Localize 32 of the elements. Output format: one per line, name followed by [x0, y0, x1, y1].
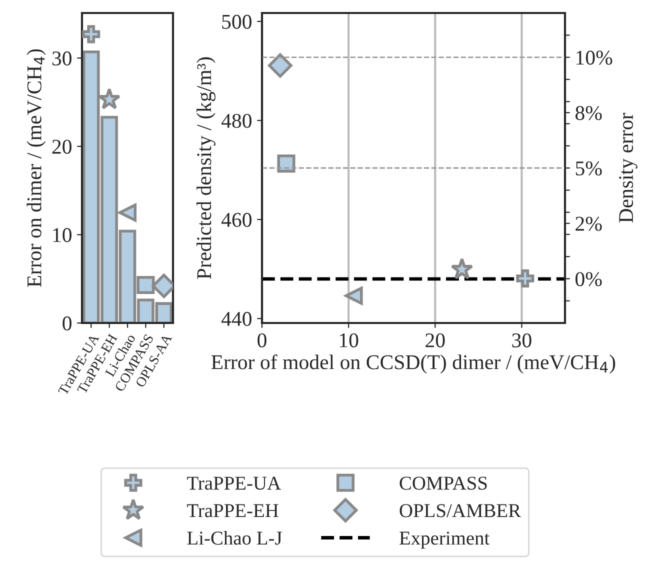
- point: [268, 53, 292, 78]
- y-tick-label: 460: [221, 212, 252, 227]
- x-tick-label: 0: [258, 333, 266, 348]
- legend-label: Li-Chao L-J: [187, 531, 282, 545]
- y-axis-title: Predicted density / (kg/m³): [196, 57, 216, 280]
- y-tick-label: 20: [52, 140, 72, 154]
- point: [277, 154, 296, 173]
- y-tick-label: 0: [62, 316, 72, 330]
- y2-tick-label: 5%: [576, 161, 602, 176]
- legend-label: TraPPE-EH: [187, 504, 278, 518]
- y-tick-label: 440: [221, 312, 252, 326]
- x-axis-title: Error of model on CCSD(T) dimer / (meV/CH$_{4}$): [211, 354, 616, 374]
- y2-tick-label: 8%: [576, 106, 602, 120]
- point: [344, 286, 363, 305]
- point: [450, 258, 474, 280]
- y-tick-label: 500: [222, 14, 252, 29]
- legend-label: OPLS/AMBER: [400, 504, 522, 518]
- y-tick-label: 480: [221, 114, 252, 128]
- x-tick-label: 10: [340, 333, 358, 348]
- y2-tick-label: 2%: [576, 216, 602, 231]
- x-tick-label: 30: [512, 333, 532, 348]
- y-axis-title: Error on dimer / (meV/CH$_{4}$): [26, 49, 46, 287]
- legend-label: TraPPE-UA: [187, 476, 281, 490]
- x-tick-label: 20: [426, 333, 445, 348]
- y2-axis-title: Density error: [619, 112, 638, 223]
- legend-label: COMPASS: [400, 476, 487, 490]
- legend-label: Experiment: [400, 532, 490, 549]
- y-tick-label: 10: [53, 228, 72, 242]
- y-tick-label: 30: [52, 51, 72, 66]
- point: [516, 269, 534, 288]
- y2-tick-label: 0%: [576, 272, 602, 286]
- y2-tick-label: 10%: [576, 50, 612, 65]
